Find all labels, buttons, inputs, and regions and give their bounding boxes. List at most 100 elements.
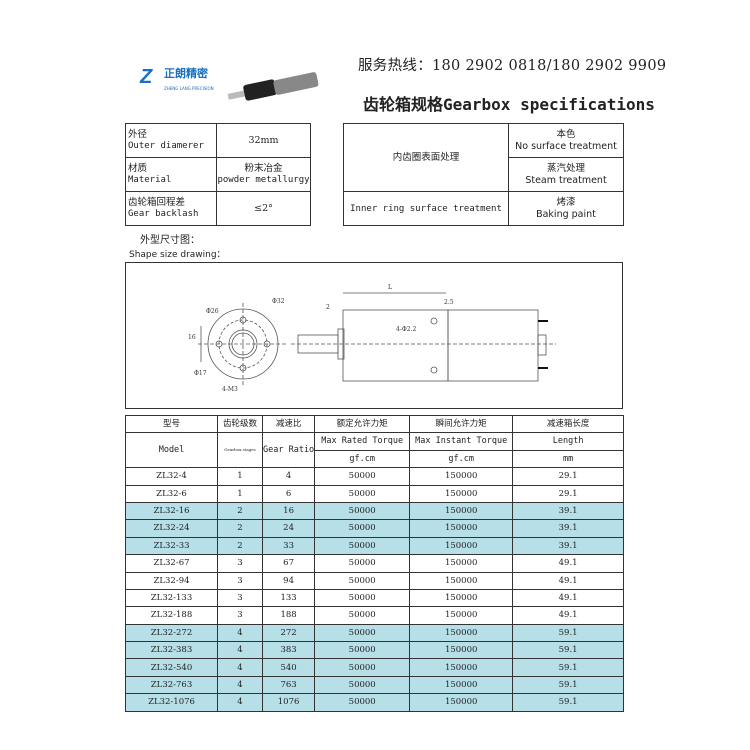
cell-instant: 150000 [409,554,514,573]
cell-ratio: 16 [261,501,316,521]
cell-instant: 150000 [409,641,514,660]
header-model: Model [125,432,218,469]
treatment-option: 烤漆 [556,197,576,209]
table-row: ZL32-24 2 24 50000 150000 39.1 [125,519,624,538]
table-row: ZL32-4 1 4 50000 150000 29.1 [125,467,624,486]
cell-model: ZL32-24 [125,519,218,538]
cell-ratio: 133 [261,588,316,608]
model-table: 型号 齿轮级数 减速比 额定允许力矩 瞬间允许力矩 减速箱长度 Model Ge… [125,414,624,712]
unit-length: mm [512,449,624,469]
gearbox-motor-photo [227,72,319,101]
cell-model: ZL32-16 [125,501,218,521]
spec-value: ≤2° [254,202,273,214]
table-row: ZL32-188 3 188 50000 150000 49.1 [125,606,624,625]
cell-ratio: 24 [261,519,316,538]
cell-model: ZL32-94 [125,571,218,590]
dim-d32: Φ32 [272,298,285,305]
cell-length: 29.1 [512,484,624,503]
cell-instant: 150000 [409,588,514,608]
cell-ratio: 1076 [261,693,316,712]
cell-rated: 50000 [314,484,411,503]
cell-rated: 50000 [314,658,411,677]
treatment-table: 内齿圈表面处理 本色 No surface treatment 蒸汽处理 Steam… [343,123,624,226]
dim-L: L [388,284,392,291]
cell-rated: 50000 [314,554,411,573]
cell-model: ZL32-1076 [125,693,218,712]
table-row: ZL32-133 3 133 50000 150000 49.1 [125,588,624,608]
cell-stages: 4 [217,641,263,660]
cell-rated: 50000 [314,606,411,625]
front-view: Φ32 Φ26 16 Φ17 4-M3 [188,298,288,393]
cell-ratio: 33 [261,536,316,556]
cell-model: ZL32-188 [125,606,218,625]
header-length: Length [512,432,624,451]
cell-instant: 150000 [409,484,514,503]
table-row: ZL32-540 4 540 50000 150000 59.1 [125,658,624,677]
cell-length: 39.1 [512,501,624,521]
cell-stages: 4 [217,658,263,677]
cell-model: ZL32-540 [125,658,218,677]
hotline: 服务热线：180 2902 0818/180 2902 9909 [358,58,667,74]
cell-length: 59.1 [512,658,624,677]
cell-instant: 150000 [409,623,514,643]
treatment-option-en: No surface treatment [515,140,617,152]
cell-length: 49.1 [512,606,624,625]
unit-rated: gf.cm [314,449,411,469]
cell-length: 59.1 [512,693,624,712]
cell-instant: 150000 [409,519,514,538]
logo-subtext: ZHENG LANG PRECISION [164,86,214,91]
cell-ratio: 94 [261,571,316,590]
side-view: L 2 2.5 4-Φ2.2 [291,284,556,382]
cell-instant: 150000 [409,658,514,677]
dim-d17: Φ17 [194,370,207,377]
cell-rated: 50000 [314,519,411,538]
dim-screw: 4-Φ2.2 [396,326,416,333]
cell-stages: 2 [217,501,263,521]
spec-value: 32mm [248,134,279,146]
table-row: ZL32-67 3 67 50000 150000 49.1 [125,554,624,573]
cell-stages: 4 [217,693,263,712]
cell-ratio: 540 [261,658,316,677]
cell-ratio: 67 [261,554,316,573]
header-rated: Max Rated Torque [314,432,411,451]
cell-ratio: 763 [261,675,316,695]
cell-ratio: 272 [261,623,316,643]
treatment-option: 蒸汽处理 [546,163,585,175]
cell-stages: 4 [217,675,263,695]
cell-stages: 1 [217,484,263,503]
header-stages: Gearbox stages [217,432,263,469]
treatment-label: 内齿圈表面处理 [392,151,460,163]
cell-instant: 150000 [409,606,514,625]
header-instant-cn: 瞬间允许力矩 [409,414,514,434]
cell-length: 59.1 [512,623,624,643]
table-row: ZL32-16 2 16 50000 150000 39.1 [125,501,624,521]
header-stages-cn: 齿轮级数 [217,414,263,434]
page-title: 齿轮箱规格Gearbox specifications [363,95,655,114]
cell-model: ZL32-33 [125,536,218,556]
cell-stages: 3 [217,606,263,625]
dim-2: 2 [326,304,330,311]
cell-stages: 3 [217,554,263,573]
spec-label: 齿轮箱回程差 [128,197,186,209]
logo-mark: Z [140,66,153,88]
logo-text: 正朗精密 [164,67,208,80]
treatment-option: 本色 [556,129,576,141]
spec-label-en: Outer diamerer [128,140,204,151]
cell-instant: 150000 [409,536,514,556]
cell-instant: 150000 [409,693,514,712]
treatment-label-en: Inner ring surface treatment [350,203,502,214]
table-row: ZL32-272 4 272 50000 150000 59.1 [125,623,624,643]
cell-length: 49.1 [512,588,624,608]
table-row: ZL32-1076 4 1076 50000 150000 59.1 [125,693,624,712]
cell-instant: 150000 [409,675,514,695]
header-ratio: Gear Ratio [261,432,316,469]
cell-model: ZL32-6 [125,484,218,503]
cell-rated: 50000 [314,641,411,660]
cell-instant: 150000 [409,467,514,486]
table-row: ZL32-383 4 383 50000 150000 59.1 [125,641,624,660]
cell-rated: 50000 [314,675,411,695]
cell-length: 59.1 [512,641,624,660]
table-row: ZL32-6 1 6 50000 150000 29.1 [125,484,624,503]
table-row: ZL32-33 2 33 50000 150000 39.1 [125,536,624,556]
header-instant: Max Instant Torque [409,432,514,451]
